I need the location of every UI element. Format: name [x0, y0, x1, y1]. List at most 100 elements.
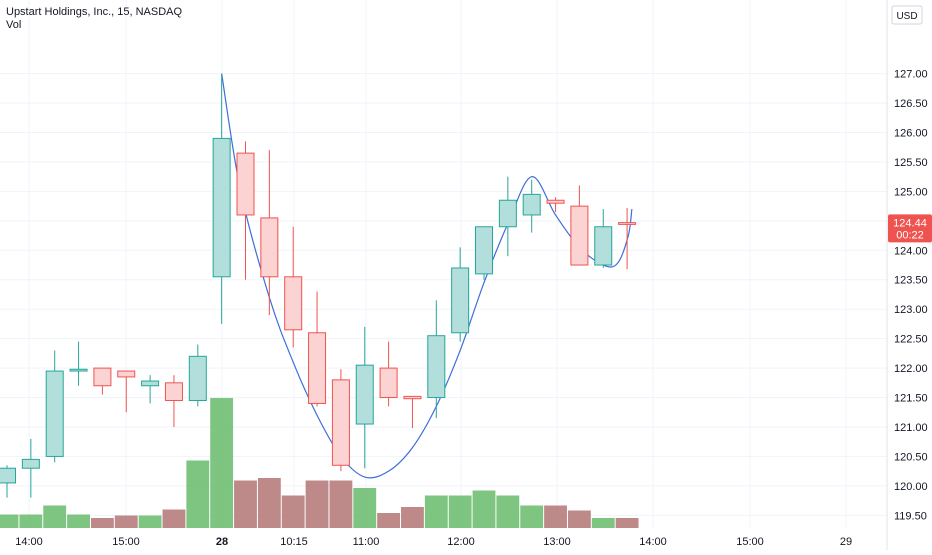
volume-bar [162, 509, 186, 528]
candle [117, 370, 136, 413]
candle [45, 350, 64, 463]
candle [93, 367, 112, 395]
volume-bar [210, 398, 234, 528]
price-tick-label: 126.00 [894, 128, 928, 140]
time-tick-label: 14:00 [639, 536, 667, 548]
volume-bar [186, 460, 210, 528]
candle [570, 185, 589, 266]
price-axis: 119.50 120.00 120.50 121.00 121.50 122.00 122.… [894, 69, 928, 523]
candle-body [308, 332, 327, 404]
candle [403, 395, 422, 429]
candle-body [498, 199, 517, 228]
candle-body [21, 458, 40, 469]
price-tick-label: 121.00 [894, 422, 928, 434]
candle-body [260, 217, 279, 278]
price-tick-label: 126.50 [894, 98, 928, 110]
price-tick-label: 121.50 [894, 393, 928, 405]
volume-bar [401, 507, 424, 528]
price-tick-label: 123.00 [894, 304, 928, 316]
legend-volume: Vol [6, 19, 22, 31]
price-tick-label: 120.50 [894, 451, 928, 463]
candle-body [331, 379, 350, 466]
candle [260, 150, 279, 316]
candle-body [141, 380, 160, 387]
candle-body [0, 467, 16, 484]
time-tick-label: 11:00 [353, 536, 380, 548]
candle [522, 179, 541, 233]
candle [427, 300, 446, 419]
candle [355, 326, 374, 469]
volume-bar [43, 505, 67, 528]
candle [69, 341, 88, 386]
candle-body [618, 222, 637, 225]
volume-bar [520, 505, 544, 528]
price-tick-label: 120.00 [894, 481, 928, 493]
volume-bar [424, 495, 448, 528]
candle-body [284, 276, 303, 331]
price-tick-label: 125.50 [894, 157, 928, 169]
currency-badge[interactable]: USD [891, 5, 923, 25]
candle [21, 438, 40, 498]
volume-bar [448, 495, 472, 528]
candle-body [45, 370, 64, 457]
price-tick-label: 122.00 [894, 363, 928, 375]
candle [475, 226, 493, 280]
volume-bar [281, 495, 305, 528]
candle [236, 141, 255, 280]
volume-bar [0, 514, 19, 528]
price-tick-label: 127.00 [894, 69, 928, 81]
curve-line [221, 73, 633, 479]
volume-bar [138, 515, 162, 528]
volume-bars [0, 398, 639, 528]
time-tick-label: 12:00 [447, 536, 475, 548]
grid-lines [0, 0, 887, 528]
candle [164, 375, 183, 427]
candle-body [164, 382, 183, 401]
candlesticks [0, 73, 637, 498]
volume-bar [377, 513, 401, 528]
candle [212, 73, 231, 324]
candle-body [69, 368, 88, 372]
candle-body [379, 367, 398, 399]
candle [618, 207, 637, 270]
volume-bar [114, 515, 138, 528]
candle-body [212, 137, 231, 278]
candle [498, 176, 517, 257]
candle-body [594, 226, 613, 266]
candle-body [117, 370, 136, 378]
candle [594, 209, 613, 268]
volume-bar [257, 478, 281, 528]
volume-bar [329, 480, 353, 528]
currency-label: USD [896, 11, 917, 22]
volume-bar [353, 488, 377, 528]
time-tick-label: 29 [840, 536, 852, 548]
candle [0, 465, 16, 498]
volume-bar [234, 480, 257, 528]
price-tick-label: 119.50 [894, 510, 927, 522]
candle [188, 344, 207, 407]
legend-title: Upstart Holdings, Inc., 15, NASDAQ [6, 6, 183, 18]
time-tick-label: 14:00 [15, 536, 43, 548]
candle [379, 341, 398, 407]
price-tick-label: 125.00 [894, 186, 928, 198]
candle-body [93, 367, 112, 387]
candle-body [546, 199, 565, 204]
time-tick-label: 28 [216, 536, 228, 548]
candle [308, 291, 327, 407]
time-tick-label: 13:00 [543, 536, 571, 548]
candle-body [403, 395, 422, 400]
candle-body [427, 335, 446, 399]
volume-bar [90, 518, 114, 528]
time-tick-label: 15:00 [736, 536, 764, 548]
volume-bar [615, 518, 639, 528]
candle-body [475, 226, 493, 275]
volume-bar [567, 510, 591, 528]
time-tick-label: 10:15 [280, 536, 308, 548]
last-price-badge: 124.44 00:22 [888, 214, 932, 243]
time-tick-label: 15:00 [112, 536, 140, 548]
chart-legend: Upstart Holdings, Inc., 15, NASDAQ Vol [6, 6, 182, 32]
volume-bar [591, 518, 615, 528]
candle-body [451, 267, 470, 334]
